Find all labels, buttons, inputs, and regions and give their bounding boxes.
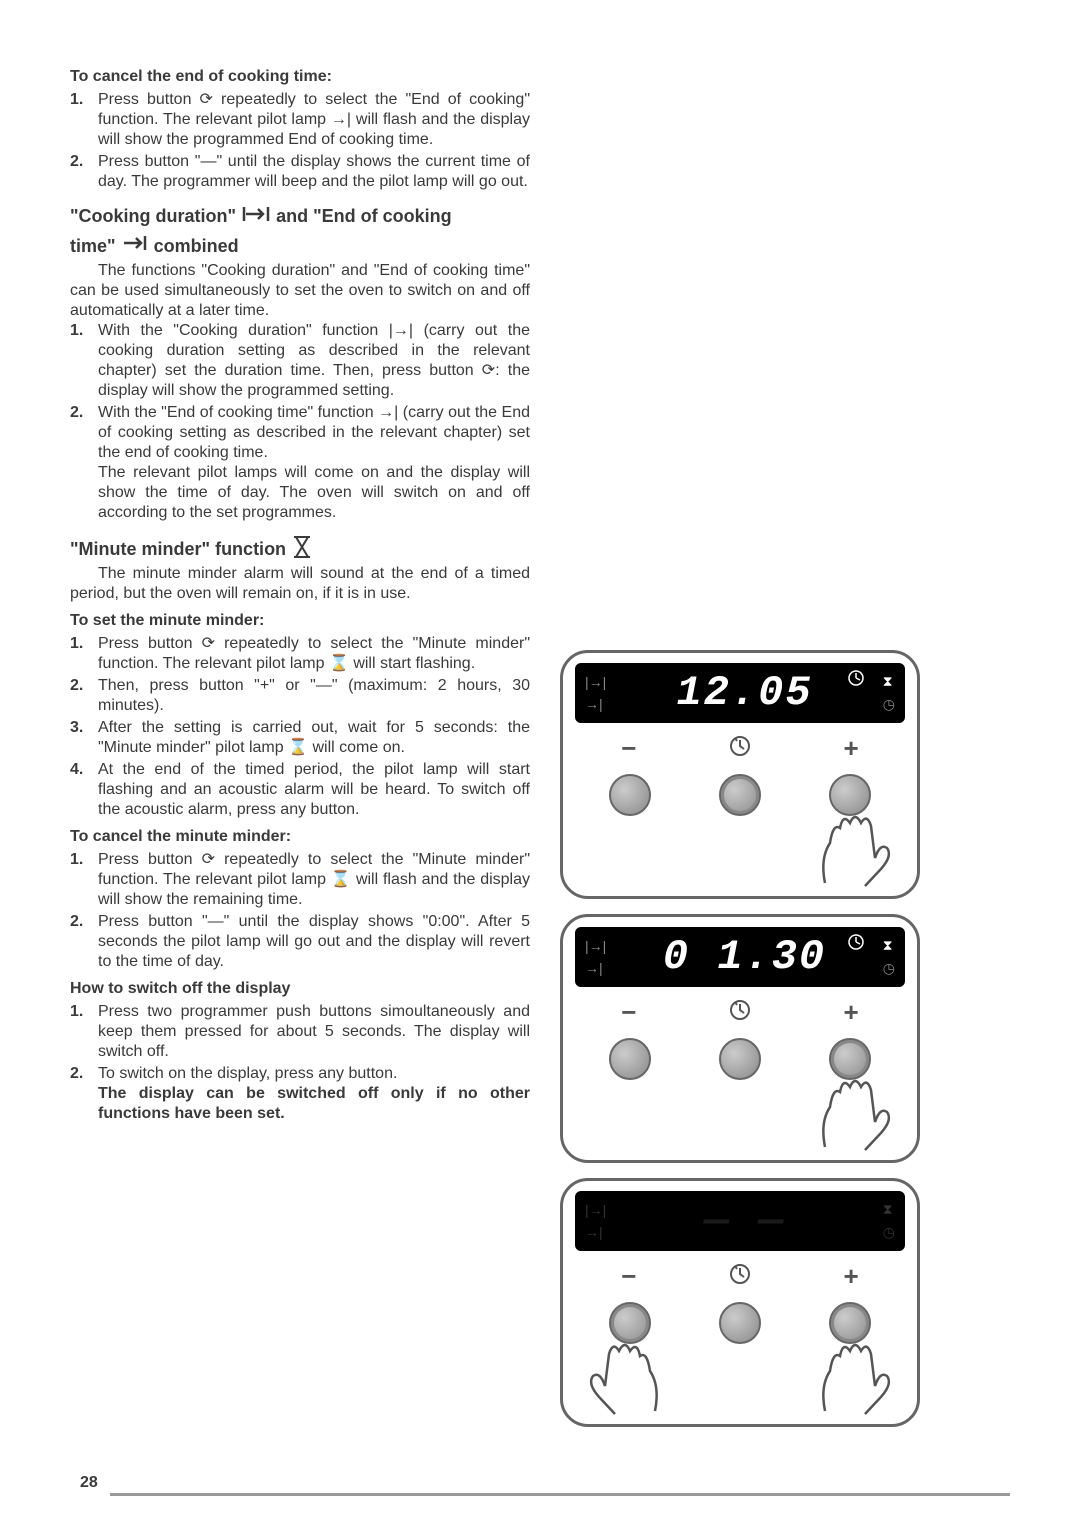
cancel-end-list: 1.Press button ⟳ repeatedly to select th… <box>70 90 530 192</box>
duration-icon: |→| <box>585 938 606 954</box>
minus-knob[interactable] <box>609 1038 651 1080</box>
list-text: With the "End of cooking time" function … <box>98 403 530 523</box>
list-number: 2. <box>70 912 98 972</box>
list-number: 3. <box>70 718 98 758</box>
hourglass-icon: ⧗ <box>883 673 895 690</box>
end-icon: →| <box>585 960 606 976</box>
mode-icon <box>729 997 751 1028</box>
lcd-left-icons: |→| →| <box>585 1202 606 1240</box>
minus-label: − <box>621 1261 636 1292</box>
minus-knob[interactable] <box>609 774 651 816</box>
right-column: |→| →| 12.05 ⧗ ◷ − + <box>560 60 920 1427</box>
hand-illustration <box>575 1072 905 1152</box>
list-number: 1. <box>70 850 98 910</box>
list-number: 1. <box>70 1002 98 1062</box>
hand-illustration <box>575 808 905 888</box>
control-row: − + <box>575 733 905 764</box>
clock-icon: ◷ <box>883 960 895 977</box>
combined-list: 1.With the "Cooking duration" function |… <box>70 321 530 523</box>
lcd-right-icons: ⧗ ◷ <box>883 1201 895 1241</box>
mode-knob[interactable] <box>719 1302 761 1344</box>
footer-line <box>110 1493 1010 1496</box>
minute-heading: "Minute minder" function <box>70 535 530 564</box>
mode-knob[interactable] <box>719 774 761 816</box>
list-number: 2. <box>70 676 98 716</box>
switch-off-list: 1.Press two programmer push buttons simo… <box>70 1002 530 1124</box>
hand-illustration-pair <box>575 1336 905 1416</box>
duration-icon: |→| <box>585 674 606 690</box>
minute-intro: The minute minder alarm will sound at th… <box>70 564 530 604</box>
duration-icon: |→| <box>585 1202 606 1218</box>
list-number: 4. <box>70 760 98 820</box>
list-text: Press button ⟳ repeatedly to select the … <box>98 634 530 674</box>
lcd-time: 12.05 <box>606 669 883 717</box>
cancel-end-title: To cancel the end of cooking time: <box>70 68 530 86</box>
switch-off-title: How to switch off the display <box>70 980 530 998</box>
control-panel-1: |→| →| 12.05 ⧗ ◷ − + <box>560 650 920 899</box>
list-number: 2. <box>70 1064 98 1124</box>
combined-heading: "Cooking duration" and "End of cooking t… <box>70 202 530 261</box>
control-row: − + <box>575 997 905 1028</box>
combined-intro: The functions "Cooking duration" and "En… <box>70 261 530 321</box>
auto-icon <box>847 933 865 951</box>
mode-icon <box>729 1261 751 1292</box>
clock-icon: ◷ <box>883 1224 895 1241</box>
hourglass-icon: ⧗ <box>883 937 895 954</box>
control-panel-3: |→| →| — — ⧗ ◷ − + <box>560 1178 920 1427</box>
lcd-time: — — <box>606 1197 883 1245</box>
lcd-right-icons: ⧗ ◷ <box>883 673 895 713</box>
list-number: 2. <box>70 152 98 192</box>
list-number: 1. <box>70 321 98 401</box>
lcd-display: |→| →| 0 1.30 ⧗ ◷ <box>575 927 905 987</box>
minus-label: − <box>621 997 636 1028</box>
plus-label: + <box>844 997 859 1028</box>
lcd-display: |→| →| — — ⧗ ◷ <box>575 1191 905 1251</box>
duration-icon <box>242 203 270 232</box>
plus-label: + <box>844 1261 859 1292</box>
list-text: To switch on the display, press any butt… <box>98 1064 530 1124</box>
list-number: 1. <box>70 90 98 150</box>
list-text: Press button ⟳ repeatedly to select the … <box>98 90 530 150</box>
cancel-minute-title: To cancel the minute minder: <box>70 828 530 846</box>
list-number: 2. <box>70 403 98 523</box>
lcd-left-icons: |→| →| <box>585 674 606 712</box>
set-minute-title: To set the minute minder: <box>70 612 530 630</box>
list-number: 1. <box>70 634 98 674</box>
end-icon: →| <box>585 1224 606 1240</box>
list-text: At the end of the timed period, the pilo… <box>98 760 530 820</box>
clock-icon: ◷ <box>883 696 895 713</box>
lcd-left-icons: |→| →| <box>585 938 606 976</box>
set-minute-list: 1.Press button ⟳ repeatedly to select th… <box>70 634 530 820</box>
list-text: Press button ⟳ repeatedly to select the … <box>98 850 530 910</box>
hourglass-icon: ⧗ <box>883 1201 895 1218</box>
mode-knob[interactable] <box>719 1038 761 1080</box>
list-text: Press two programmer push buttons simoul… <box>98 1002 530 1062</box>
auto-icon <box>847 669 865 687</box>
control-panel-2: |→| →| 0 1.30 ⧗ ◷ − + <box>560 914 920 1163</box>
lcd-right-icons: ⧗ ◷ <box>883 937 895 977</box>
hourglass-icon <box>291 535 313 564</box>
control-row: − + <box>575 1261 905 1292</box>
lcd-display: |→| →| 12.05 ⧗ ◷ <box>575 663 905 723</box>
left-column: To cancel the end of cooking time: 1.Pre… <box>70 60 530 1427</box>
mode-icon <box>729 733 751 764</box>
page-number: 28 <box>80 1474 98 1492</box>
list-text: Then, press button "+" or "—" (maximum: … <box>98 676 530 716</box>
plus-label: + <box>844 733 859 764</box>
list-text: After the setting is carried out, wait f… <box>98 718 530 758</box>
minus-label: − <box>621 733 636 764</box>
list-text: With the "Cooking duration" function |→|… <box>98 321 530 401</box>
end-icon <box>122 232 148 261</box>
cancel-minute-list: 1.Press button ⟳ repeatedly to select th… <box>70 850 530 972</box>
end-icon: →| <box>585 696 606 712</box>
list-text: Press button "—" until the display shows… <box>98 152 530 192</box>
list-text: Press button "—" until the display shows… <box>98 912 530 972</box>
lcd-time: 0 1.30 <box>606 933 883 981</box>
